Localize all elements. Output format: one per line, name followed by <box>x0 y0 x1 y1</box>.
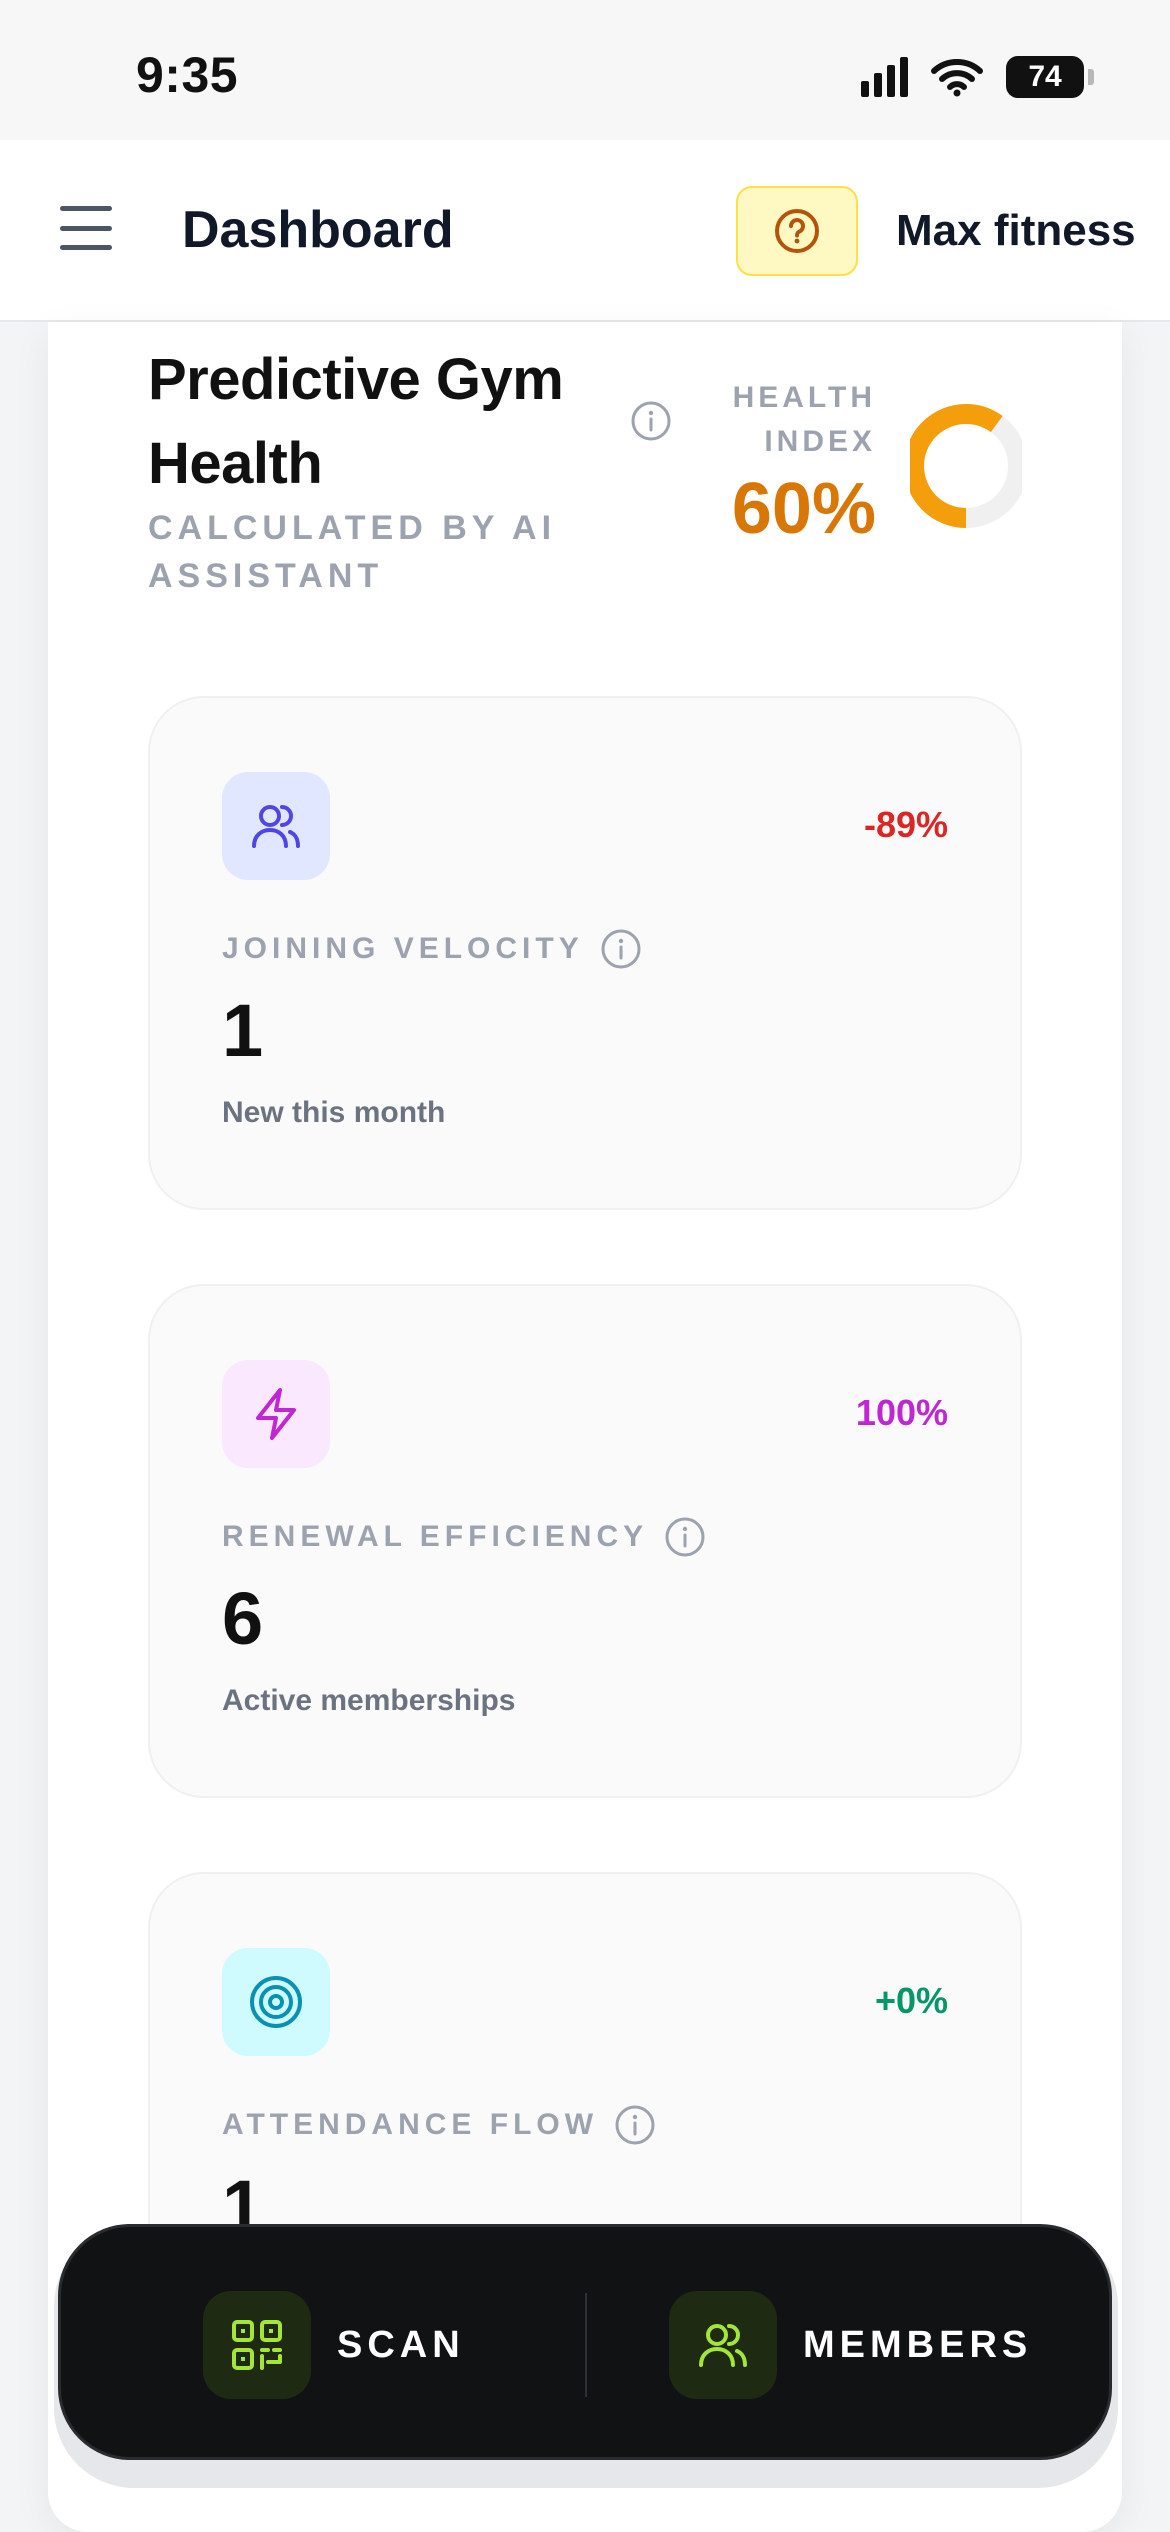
metric-label: ATTENDANCE FLOW <box>222 2108 599 2141</box>
members-button[interactable]: MEMBERS <box>669 2291 1032 2399</box>
metric-card-joining-velocity[interactable]: -89% JOINING VELOCITY 1 New this month <box>148 696 1022 1210</box>
question-icon <box>775 209 819 253</box>
app-header: Dashboard Max fitness <box>0 140 1170 322</box>
metric-label-row: RENEWAL EFFICIENCY <box>222 1516 706 1558</box>
users-icon <box>222 772 330 880</box>
metric-change: -89% <box>863 804 948 845</box>
metric-value: 1 <box>222 989 264 1072</box>
members-icon <box>669 2291 777 2399</box>
info-icon[interactable] <box>664 1516 706 1558</box>
info-icon[interactable] <box>600 928 642 970</box>
gym-name[interactable]: Max fitness <box>896 206 1136 255</box>
metric-change: 100% <box>855 1392 948 1433</box>
members-label: MEMBERS <box>803 2323 1033 2366</box>
metric-caption: New this month <box>222 1096 446 1129</box>
page-title: Dashboard <box>182 201 454 259</box>
health-title: Predictive Gym Health <box>148 347 564 496</box>
signal-icon <box>861 57 908 97</box>
info-icon[interactable] <box>614 2104 656 2146</box>
status-icons: 74 <box>861 56 1094 98</box>
nav-divider <box>585 2293 587 2397</box>
scan-button[interactable]: SCAN <box>203 2291 465 2399</box>
health-index-ring <box>910 404 1022 528</box>
help-button[interactable] <box>736 186 858 276</box>
qr-code-icon <box>203 2291 311 2399</box>
metric-label: JOINING VELOCITY <box>222 932 584 965</box>
metric-label-row: ATTENDANCE FLOW <box>222 2104 656 2146</box>
health-index-label: HEALTH INDEX <box>732 381 876 458</box>
metric-change: +0% <box>874 1980 948 2021</box>
metric-label: RENEWAL EFFICIENCY <box>222 1520 649 1553</box>
info-icon[interactable] <box>630 400 672 447</box>
scan-label: SCAN <box>337 2323 465 2366</box>
status-bar: 9:35 74 <box>0 0 1170 140</box>
bottom-nav: SCAN MEMBERS <box>58 2224 1112 2460</box>
wifi-icon <box>931 59 983 97</box>
metric-label-row: JOINING VELOCITY <box>222 928 642 970</box>
lightning-icon <box>222 1360 330 1468</box>
health-subtitle: CALCULATED BY AI ASSISTANT <box>148 509 557 595</box>
metric-value: 6 <box>222 1577 264 1660</box>
metric-card-renewal-efficiency[interactable]: 100% RENEWAL EFFICIENCY 6 Active members… <box>148 1284 1022 1798</box>
metric-caption: Active memberships <box>222 1684 516 1717</box>
status-time: 9:35 <box>136 47 239 103</box>
menu-button[interactable] <box>60 206 112 250</box>
battery-indicator: 74 <box>1006 56 1094 98</box>
health-index-value: 60% <box>731 469 876 549</box>
target-icon <box>222 1948 330 2056</box>
